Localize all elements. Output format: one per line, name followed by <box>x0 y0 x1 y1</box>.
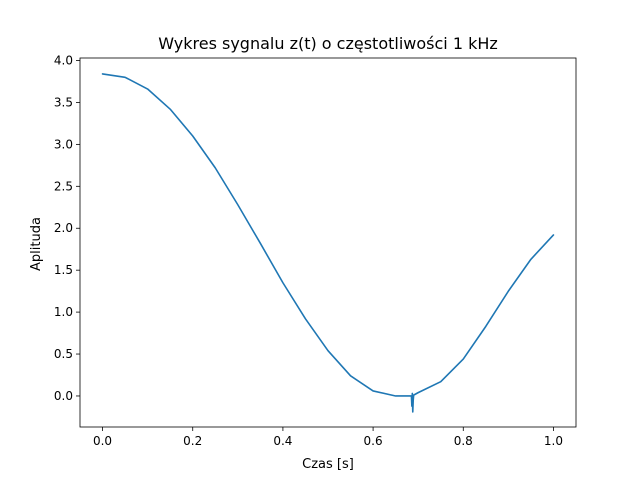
x-tick-label: 0.2 <box>183 434 202 448</box>
x-tick-label: 1.0 <box>544 434 563 448</box>
x-tick-label: 0.6 <box>364 434 383 448</box>
series-line-0 <box>101 73 555 413</box>
y-tick-label: 0.0 <box>54 389 73 403</box>
x-tick-label: 0.8 <box>454 434 473 448</box>
x-tick-label: 0.0 <box>93 434 112 448</box>
y-tick-label: 2.0 <box>54 221 73 235</box>
y-axis-label: Aplituda <box>29 217 44 271</box>
y-tick-label: 1.0 <box>54 305 73 319</box>
plot-area: 0.0 0.2 0.4 0.6 0.8 1.0 0.0 0.5 1.0 1.5 2.0 2.5 3.0 3… <box>54 54 577 448</box>
x-axis-label: Czas [s] <box>302 457 354 472</box>
axes-frame <box>79 57 577 428</box>
chart-title: Wykres sygnalu z(t) o częstotliwości 1 k… <box>158 34 498 53</box>
y-tick-label: 4.0 <box>54 54 73 68</box>
x-tick-label: 0.4 <box>273 434 292 448</box>
y-tick-label: 3.0 <box>54 137 73 151</box>
y-tick-label: 0.5 <box>54 347 73 361</box>
y-tick-label: 2.5 <box>54 179 73 193</box>
y-tick-label: 1.5 <box>54 263 73 277</box>
y-tick-label: 3.5 <box>54 95 73 109</box>
